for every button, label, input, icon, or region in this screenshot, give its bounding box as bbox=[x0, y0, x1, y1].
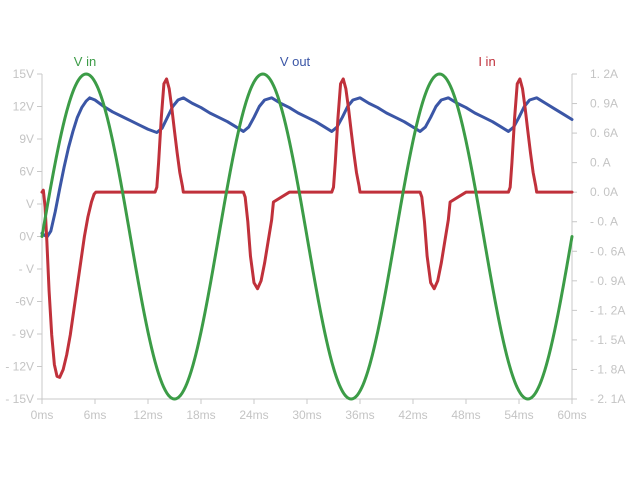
y-tick-label: V bbox=[26, 197, 34, 211]
y2-tick-label: - 0. A bbox=[590, 215, 618, 229]
legend-group: V in V out I in bbox=[74, 54, 496, 69]
y-tick-label: 9V bbox=[19, 132, 34, 146]
ticks: 0ms 6ms 12ms 18ms 24ms 30ms 36ms 42ms 48ms 54ms 60… bbox=[5, 67, 625, 422]
series-line-v-out bbox=[40, 96, 574, 238]
x-tick-label: 12ms bbox=[133, 408, 162, 422]
x-tick-label: 18ms bbox=[186, 408, 215, 422]
x-tick-label: 42ms bbox=[398, 408, 427, 422]
y-tick-label: - 9V bbox=[12, 327, 34, 341]
x-tick-label: 6ms bbox=[84, 408, 107, 422]
y2-tick-label: - 2. 1A bbox=[590, 392, 625, 406]
y2-tick-label: - 0. 9A bbox=[590, 274, 625, 288]
y2-tick-label: 0. 0A bbox=[590, 185, 618, 199]
y-tick-label: - 12V bbox=[5, 360, 34, 374]
y-tick-label: -6V bbox=[15, 295, 34, 309]
y2-tick-label: - 1. 2A bbox=[590, 303, 625, 317]
y2-tick-label: 0. A bbox=[590, 156, 611, 170]
series-group bbox=[40, 72, 574, 401]
series-line-v-in bbox=[40, 72, 574, 401]
y2-tick-label: 0. 6A bbox=[590, 126, 618, 140]
y-tick-label: 0V bbox=[19, 230, 34, 244]
y-tick-label: 6V bbox=[19, 165, 34, 179]
y-tick-label: - 15V bbox=[5, 392, 34, 406]
legend-v-in: V in bbox=[74, 54, 96, 69]
x-tick-label: 60ms bbox=[557, 408, 586, 422]
y-tick-label: 15V bbox=[13, 67, 34, 81]
x-tick-label: 54ms bbox=[504, 408, 533, 422]
legend-v-out: V out bbox=[280, 54, 311, 69]
x-tick-label: 36ms bbox=[345, 408, 374, 422]
x-tick-label: 0ms bbox=[31, 408, 54, 422]
y2-tick-label: 0. 9A bbox=[590, 97, 618, 111]
legend-i-in: I in bbox=[478, 54, 495, 69]
y2-tick-label: - 0. 6A bbox=[590, 244, 625, 258]
y2-tick-label: - 1. 8A bbox=[590, 362, 625, 376]
x-tick-label: 30ms bbox=[292, 408, 321, 422]
y-tick-label: 12V bbox=[13, 100, 34, 114]
y2-tick-label: - 1. 5A bbox=[590, 333, 625, 347]
y-tick-label: - V bbox=[19, 262, 34, 276]
y2-tick-label: 1. 2A bbox=[590, 67, 618, 81]
x-tick-label: 48ms bbox=[451, 408, 480, 422]
series-line-i-in bbox=[40, 77, 574, 379]
x-tick-label: 24ms bbox=[239, 408, 268, 422]
